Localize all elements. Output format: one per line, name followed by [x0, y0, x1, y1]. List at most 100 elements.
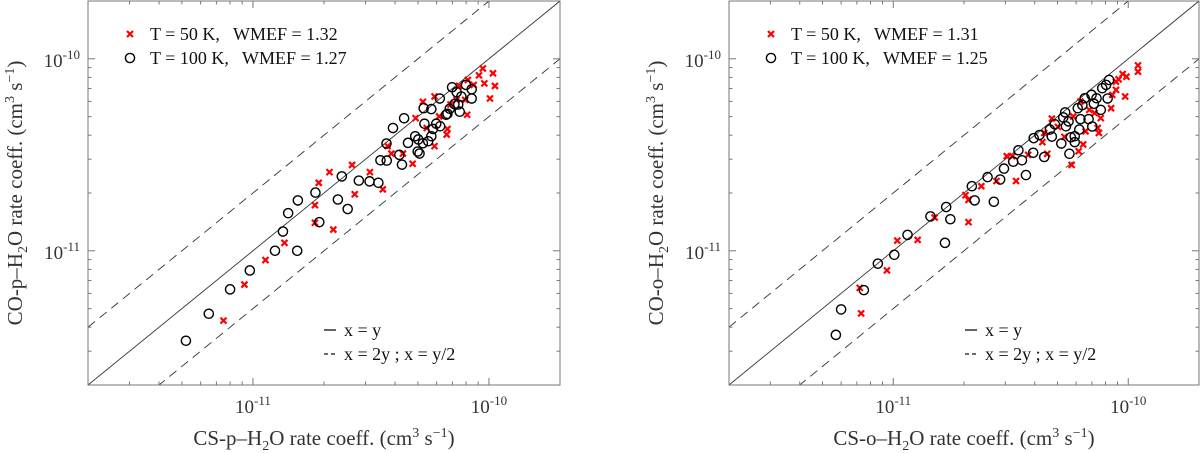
data-point-circle [396, 159, 408, 170]
y-axis-label-part: s [3, 83, 27, 96]
data-point-circle [426, 130, 437, 142]
x-axis-label-part: CS-p–H [193, 426, 262, 450]
data-point-circle [888, 249, 900, 261]
data-point-circle [203, 308, 215, 320]
data-point-circle [1038, 151, 1050, 163]
data-point-cross [1107, 104, 1115, 112]
data-point-cross [491, 82, 499, 90]
data-point-cross [240, 280, 249, 289]
data-point-circle [417, 137, 429, 149]
x-tick-label-exponent: -11 [894, 393, 911, 408]
data-point-cross [479, 64, 487, 73]
data-point-circle [1091, 92, 1102, 104]
data-point-cross [961, 191, 970, 199]
x-tick-label-base: 10 [235, 397, 254, 418]
data-point-cross [992, 177, 1001, 185]
x-axis-label-part: −1 [433, 426, 448, 441]
y-axis-label-part: O rate coeff. (cm [3, 103, 27, 246]
data-point-cross [1121, 92, 1129, 101]
data-point-cross [348, 161, 356, 169]
series-legend: T = 50 K, WMEF = 1.32 T = 100 K, WMEF = 1… [124, 24, 347, 68]
reference-legend-label: x = 2y ; x = y/2 [985, 344, 1096, 364]
data-point-cross [964, 218, 973, 226]
legend-circle-icon [124, 52, 136, 64]
data-point-circle [402, 137, 414, 149]
data-point-circle [1095, 104, 1107, 116]
y-axis-label-part: −1 [3, 68, 18, 83]
data-point-circle [310, 187, 321, 198]
data-point-circle [375, 155, 386, 166]
data-point-circle [1020, 169, 1032, 181]
data-point-circle [466, 93, 477, 104]
y-axis-label-part: 3 [644, 96, 659, 103]
tick-marks [87, 0, 561, 386]
data-point-cross [1097, 114, 1105, 122]
y-tick-label-base: 10 [685, 243, 704, 264]
data-point-circle [1028, 132, 1040, 144]
data-point-circle [269, 245, 281, 257]
data-point-circle [426, 103, 437, 115]
y-axis-label-part: 2 [16, 246, 31, 253]
x-tick-label-exponent: -10 [490, 393, 507, 408]
data-point-cross [1134, 61, 1142, 70]
y-axis-label-part: s [644, 83, 668, 96]
y-axis-label-part: O rate coeff. (cm [644, 103, 668, 246]
legend-label: T = 100 K, WMEF = 1.27 [150, 48, 347, 68]
data-point-cross [329, 225, 338, 234]
reference-legend: x = y x = 2y ; x = y/2 [324, 320, 455, 364]
data-point-circle [835, 304, 847, 315]
data-point-circle [994, 174, 1006, 185]
data-point-cross [1048, 114, 1056, 123]
legend-label: T = 100 K, WMEF = 1.25 [791, 48, 988, 68]
data-point-circle [313, 216, 325, 228]
reference-legend-label: x = y [344, 320, 381, 340]
data-point-cross [489, 69, 497, 78]
data-point-circle [939, 237, 951, 249]
data-point-circle [292, 195, 304, 206]
data-point-circle [449, 98, 460, 110]
reference-lines [88, 1, 560, 385]
x-axis-label-part: ) [1088, 426, 1095, 450]
x-axis-label-part: 3 [412, 426, 419, 441]
data-point-cross [1012, 177, 1020, 185]
x-tick-label-exponent: -10 [1129, 393, 1146, 408]
data-point-circle [332, 194, 344, 205]
data-point-circle [1046, 131, 1058, 142]
reference-legend: x = y x = 2y ; x = y/2 [965, 320, 1096, 364]
data-point-circle [364, 176, 375, 187]
data-point-circle [342, 203, 353, 215]
data-point-circle [1102, 93, 1113, 104]
data-point-cross [1067, 161, 1076, 169]
data-point-circle [387, 122, 399, 134]
data-point-circle [1074, 124, 1085, 135]
data-point-circle [414, 148, 425, 159]
y-tick-label: 10-11 [44, 239, 80, 264]
data-point-circle [940, 201, 952, 213]
x-tick-label-exponent: -11 [254, 393, 271, 408]
tick-marks [728, 0, 1200, 386]
x-tick-label: 10-11 [875, 393, 911, 418]
y-axis-label-part: CO-p–H [3, 253, 27, 325]
data-point-circle [1034, 129, 1045, 141]
data-point-circle [381, 155, 393, 166]
y-tick-label: 10-10 [44, 47, 80, 72]
data-point-circle [427, 123, 439, 135]
data-point-circle [1088, 98, 1100, 110]
data-point-cross [443, 125, 452, 133]
legend-label: T = 50 K, WMEF = 1.32 [150, 24, 338, 44]
data-point-cross [350, 190, 359, 199]
data-point-circle [998, 163, 1010, 174]
factor-two-lower-line [158, 58, 560, 385]
x-tick-label-base: 10 [471, 397, 490, 418]
data-point-circle [1027, 147, 1039, 159]
x-axis-label: CS-o–H2O rate coeff. (cm3 s−1) [833, 426, 1094, 453]
x-axis-label-part: 3 [1052, 426, 1059, 441]
data-point-circle [966, 180, 978, 192]
data-point-cross [1095, 129, 1103, 137]
reference-legend-label: x = 2y ; x = y/2 [344, 344, 455, 364]
data-point-circle [291, 245, 303, 257]
data-point-cross [325, 168, 334, 176]
y-tick-label-exponent: -10 [63, 47, 80, 62]
data-point-cross [475, 71, 483, 80]
y-tick-label-exponent: -10 [704, 47, 721, 62]
